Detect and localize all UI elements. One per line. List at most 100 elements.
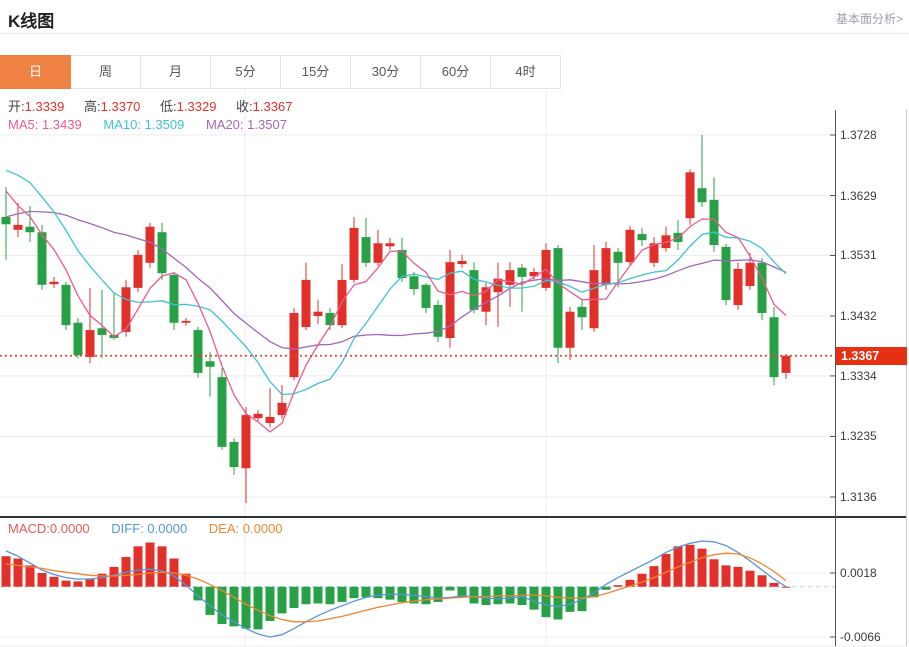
macd-bar bbox=[73, 581, 83, 587]
ohlc-low: 低:1.3329 bbox=[160, 99, 217, 114]
macd-bar bbox=[541, 586, 551, 618]
macd-bar bbox=[721, 565, 731, 587]
candle-body bbox=[1, 216, 11, 225]
tab-5分[interactable]: 5分 bbox=[211, 55, 281, 89]
macd-bar bbox=[181, 573, 191, 587]
macd-bar bbox=[637, 573, 647, 587]
candle-body bbox=[553, 248, 563, 348]
macd-bar bbox=[517, 586, 527, 605]
macd-bar bbox=[769, 582, 779, 587]
candle-body bbox=[505, 270, 515, 285]
candle-body bbox=[745, 262, 755, 287]
candle-body bbox=[49, 281, 59, 285]
candle-body bbox=[265, 416, 275, 424]
macd-bar bbox=[565, 586, 575, 612]
ma5-value: MA5: 1.3439 bbox=[8, 117, 82, 132]
candle-body bbox=[637, 234, 647, 241]
candle-body bbox=[181, 320, 191, 323]
price-tick-label: 1.3629 bbox=[840, 188, 877, 203]
candle-body bbox=[577, 306, 587, 318]
tab-30分[interactable]: 30分 bbox=[351, 55, 421, 89]
macd-bar bbox=[745, 570, 755, 587]
tab-周[interactable]: 周 bbox=[71, 55, 141, 89]
candle-body bbox=[613, 251, 623, 263]
fundamental-analysis-link[interactable]: 基本面分析> bbox=[835, 12, 903, 26]
candle-body bbox=[409, 276, 419, 290]
macd-bar bbox=[49, 576, 59, 587]
interval-tabbar: 日周月 5分 15分 30分 60分 4时 bbox=[0, 55, 561, 89]
ma10-line bbox=[5, 169, 787, 396]
candle-body bbox=[373, 243, 383, 263]
macd-bar bbox=[61, 580, 71, 587]
macd-bar bbox=[733, 566, 743, 587]
diff-value: DIFF: 0.0000 bbox=[111, 521, 188, 536]
macd-bar bbox=[433, 586, 443, 602]
macd-bar bbox=[241, 586, 251, 629]
macd-bar bbox=[685, 544, 695, 587]
macd-bar bbox=[625, 579, 635, 587]
ohlc-readout: 开:1.3339 高:1.3370 低:1.3329 收:1.3367 bbox=[8, 96, 308, 115]
macd-tick-label: 0.0018 bbox=[840, 566, 877, 580]
macd-bar bbox=[445, 586, 455, 591]
macd-bar bbox=[13, 558, 23, 587]
candle-body bbox=[769, 317, 779, 378]
candle-body bbox=[229, 441, 239, 468]
macd-bar bbox=[37, 573, 47, 587]
macd-bar bbox=[505, 586, 515, 604]
ohlc-open: 开:1.3339 bbox=[8, 99, 65, 114]
macd-bar bbox=[529, 586, 539, 610]
candle-body bbox=[325, 312, 335, 326]
macd-bar bbox=[577, 586, 587, 612]
ma5-line bbox=[5, 190, 787, 433]
macd-bar bbox=[349, 586, 359, 599]
macd-bar bbox=[193, 586, 203, 601]
candle-body bbox=[781, 355, 791, 373]
macd-bar bbox=[697, 548, 707, 587]
candle-body bbox=[25, 226, 35, 233]
price-tick-label: 1.3235 bbox=[840, 429, 877, 444]
macd-bar bbox=[373, 586, 383, 599]
macd-bar bbox=[469, 586, 479, 604]
tab-4时[interactable]: 4时 bbox=[491, 55, 561, 89]
price-tick-label: 1.3334 bbox=[840, 368, 877, 383]
tab-15分[interactable]: 15分 bbox=[281, 55, 351, 89]
macd-bar bbox=[361, 586, 371, 598]
candle-body bbox=[301, 279, 311, 328]
price-tick-label: 1.3531 bbox=[840, 248, 877, 263]
candle-body bbox=[385, 243, 395, 247]
tab-60分[interactable]: 60分 bbox=[421, 55, 491, 89]
candle-body bbox=[313, 311, 323, 316]
price-tick-label: 1.3136 bbox=[840, 490, 877, 504]
macd-bar bbox=[157, 546, 167, 587]
macd-bar bbox=[613, 585, 623, 587]
macd-bar bbox=[757, 575, 767, 587]
candle-body bbox=[433, 304, 443, 337]
candle-body bbox=[121, 287, 131, 332]
diff-line bbox=[5, 540, 787, 638]
macd-bar bbox=[25, 565, 35, 587]
macd-bar bbox=[301, 586, 311, 605]
macd-bar bbox=[85, 578, 95, 587]
macd-bar bbox=[601, 586, 611, 590]
candle-body bbox=[217, 377, 227, 447]
tab-日[interactable]: 日 bbox=[0, 55, 71, 89]
macd-bar bbox=[781, 586, 791, 588]
macd-bar bbox=[313, 586, 323, 604]
candle-body bbox=[61, 284, 71, 326]
macd-value: MACD:0.0000 bbox=[8, 521, 90, 536]
candle-body bbox=[757, 262, 767, 313]
macd-bar bbox=[385, 586, 395, 600]
candle-body bbox=[481, 287, 491, 312]
macd-bar bbox=[265, 586, 275, 621]
tab-月[interactable]: 月 bbox=[141, 55, 211, 89]
candle-body bbox=[97, 328, 107, 335]
dea-line bbox=[5, 552, 787, 623]
candle-body bbox=[733, 268, 743, 305]
candle-body bbox=[193, 330, 203, 373]
candle-body bbox=[157, 232, 167, 274]
ma10-value: MA10: 1.3509 bbox=[103, 117, 185, 132]
macd-bar bbox=[229, 586, 239, 627]
macd-bar bbox=[205, 586, 215, 615]
